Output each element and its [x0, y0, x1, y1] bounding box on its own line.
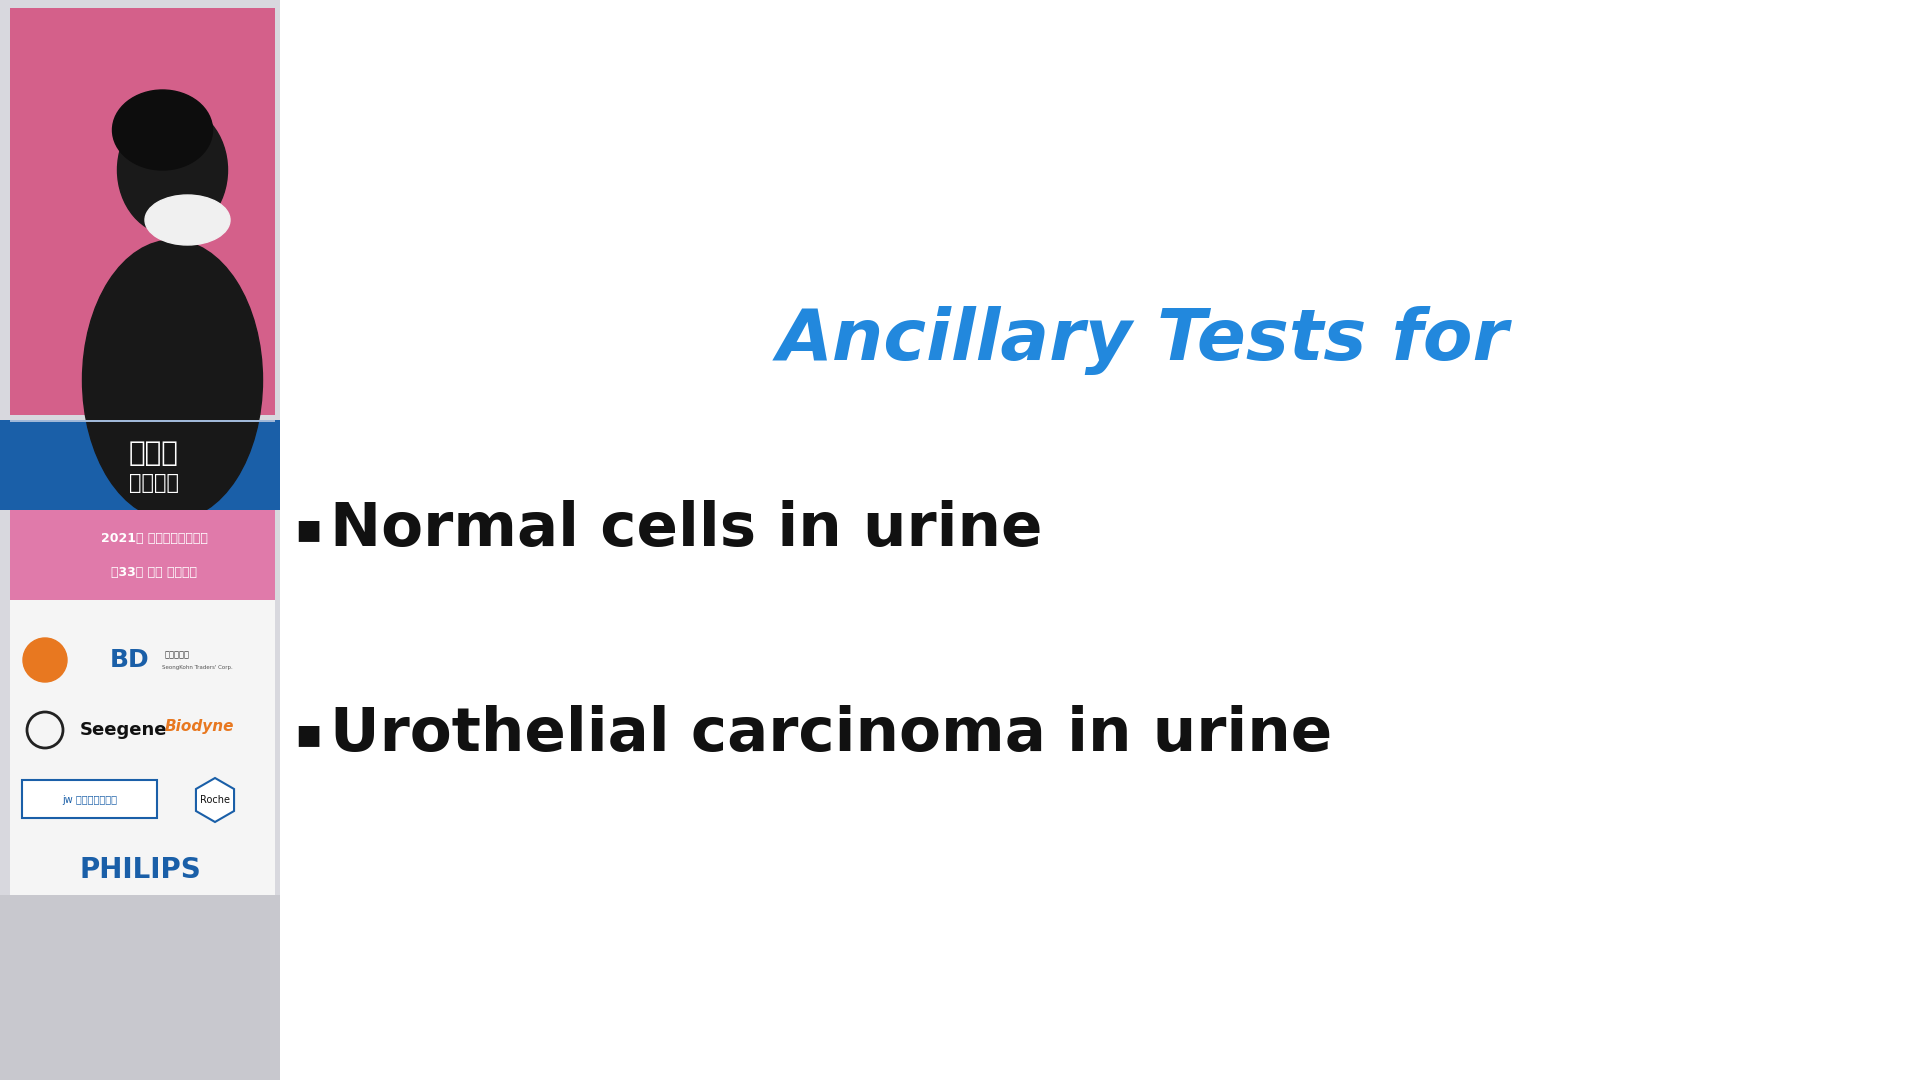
- Bar: [0, 420, 280, 510]
- Text: SeongKohn Traders' Corp.: SeongKohn Traders' Corp.: [161, 665, 232, 671]
- Text: Normal cells in urine: Normal cells in urine: [330, 500, 1043, 558]
- Text: Roche: Roche: [200, 795, 230, 805]
- Bar: [10, 510, 275, 600]
- Text: 2021년 대한세포병리학회: 2021년 대한세포병리학회: [100, 531, 207, 544]
- Text: Biodyne: Biodyne: [165, 719, 234, 734]
- Ellipse shape: [83, 240, 263, 519]
- Ellipse shape: [113, 90, 213, 170]
- Text: jw 바이오사이언스: jw 바이오사이언스: [63, 795, 117, 805]
- Circle shape: [23, 638, 67, 681]
- Text: PHILIPS: PHILIPS: [79, 856, 202, 885]
- Polygon shape: [0, 895, 280, 1080]
- Text: 울산의대: 울산의대: [129, 473, 179, 492]
- Bar: [0, 0, 280, 1080]
- Ellipse shape: [117, 105, 227, 235]
- Text: 조영미: 조영미: [129, 438, 179, 467]
- Bar: [10, 420, 275, 422]
- Text: Urothelial carcinoma in urine: Urothelial carcinoma in urine: [330, 705, 1332, 764]
- Text: 성곤무역㈜: 성곤무역㈜: [165, 650, 190, 660]
- Text: ▪: ▪: [294, 714, 323, 755]
- Bar: [10, 510, 275, 895]
- Ellipse shape: [146, 195, 230, 245]
- Text: Ancillary Tests for: Ancillary Tests for: [776, 306, 1509, 375]
- Text: 제33차 가을 학술대회: 제33차 가을 학술대회: [111, 566, 198, 579]
- FancyBboxPatch shape: [21, 780, 157, 818]
- Text: ▪: ▪: [294, 509, 323, 550]
- Bar: [10, 8, 275, 415]
- Text: Seegene: Seegene: [81, 721, 167, 739]
- Text: BD: BD: [109, 648, 150, 672]
